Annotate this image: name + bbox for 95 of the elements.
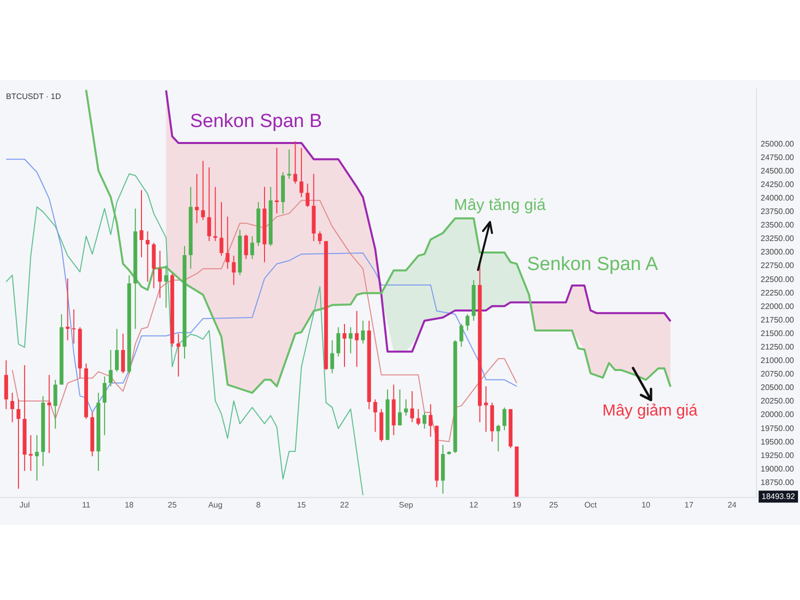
x-tick-label: Jul — [19, 500, 30, 510]
candlestick — [226, 216, 230, 270]
candlestick — [102, 376, 106, 436]
candlestick — [398, 389, 402, 426]
y-tick-label: 24000.00 — [760, 193, 795, 202]
x-tick-label: 24 — [728, 500, 738, 510]
y-tick-label: 24500.00 — [760, 166, 795, 176]
y-tick-label: 19750.00 — [760, 424, 795, 433]
candlestick — [330, 340, 334, 374]
x-tick-label: 25 — [549, 500, 559, 510]
candlestick — [466, 314, 470, 331]
y-tick-label: 22250.00 — [760, 288, 795, 298]
candlestick — [16, 398, 20, 490]
candlestick — [459, 323, 464, 348]
candlestick — [373, 398, 378, 432]
candlestick — [404, 398, 408, 416]
candlestick — [121, 333, 125, 374]
candlestick — [220, 202, 224, 256]
candlestick — [213, 186, 218, 242]
candlestick — [287, 148, 292, 180]
x-tick-label: Oct — [584, 500, 598, 510]
x-tick-label: 10 — [641, 500, 651, 510]
y-tick-label: 24250.00 — [760, 180, 795, 189]
candlestick — [361, 320, 365, 344]
candlestick — [53, 379, 58, 430]
candlestick — [306, 183, 310, 208]
series-label: Senkon Span B — [190, 111, 322, 132]
y-tick-label: 22750.00 — [760, 261, 795, 270]
y-tick-label: 24750.00 — [760, 152, 795, 162]
candlestick — [428, 404, 433, 438]
annotation: Mây giảm giá — [602, 402, 698, 420]
candlestick — [176, 333, 180, 378]
candlestick — [72, 308, 76, 344]
annotation: 18493.92 — [762, 492, 796, 501]
y-tick-label: 23750.00 — [760, 207, 795, 216]
y-tick-label: 25000.00 — [760, 139, 795, 148]
x-tick-label: Sep — [398, 500, 414, 510]
candlestick — [66, 278, 70, 341]
y-tick-label: 20750.00 — [760, 370, 795, 379]
candlestick — [108, 350, 113, 387]
candlestick — [410, 390, 414, 423]
candlestick — [140, 190, 144, 258]
y-tick-label: 21000.00 — [760, 356, 795, 366]
y-tick-label: 18750.00 — [760, 478, 795, 487]
y-tick-label: 21500.00 — [760, 328, 795, 338]
x-tick-label: 17 — [684, 500, 694, 510]
y-tick-label: 23000.00 — [760, 248, 795, 257]
y-tick-label: 21250.00 — [760, 342, 795, 352]
candlestick — [114, 328, 119, 372]
candlestick — [318, 230, 322, 245]
candlestick — [35, 434, 39, 482]
x-tick-label: 25 — [168, 500, 178, 510]
x-tick-label: 19 — [512, 500, 522, 510]
candlestick — [194, 173, 199, 224]
candlestick — [484, 386, 488, 432]
y-tick-label: 19000.00 — [760, 464, 795, 474]
candlestick — [354, 310, 359, 368]
candlestick — [293, 140, 298, 184]
candlestick — [146, 230, 150, 282]
y-tick-label: 23500.00 — [760, 220, 795, 230]
y-tick-label: 19500.00 — [760, 437, 795, 446]
y-tick-label: 20250.00 — [760, 396, 795, 406]
x-tick-label: Aug — [208, 500, 222, 510]
candlestick — [422, 412, 426, 430]
series-label: Senkon Span A — [527, 254, 658, 276]
candlestick — [47, 374, 52, 454]
candlestick — [244, 234, 248, 260]
candlestick — [348, 326, 353, 354]
x-tick-label: 15 — [296, 500, 306, 510]
candlestick — [336, 326, 340, 358]
x-tick-label: 11 — [82, 500, 91, 510]
text: BTCUSDT · 1D — [6, 92, 62, 102]
candlestick — [250, 236, 254, 260]
candlestick — [164, 264, 168, 308]
candlestick — [232, 255, 236, 286]
y-tick-label: 22500.00 — [760, 274, 795, 284]
y-tick-label: 19250.00 — [760, 450, 795, 460]
candlestick — [300, 147, 304, 198]
candlestick — [10, 392, 14, 423]
candlestick — [207, 166, 212, 242]
x-tick-label: 8 — [256, 500, 262, 510]
y-tick-label: 20000.00 — [760, 410, 795, 420]
y-tick-label: 23250.00 — [760, 234, 795, 244]
x-tick-label: 22 — [340, 500, 350, 510]
candlestick — [342, 323, 346, 368]
y-tick-label: 20500.00 — [760, 383, 795, 392]
x-tick-label: 12 — [469, 500, 479, 510]
candlestick — [158, 250, 162, 298]
y-tick-label: 22000.00 — [760, 302, 795, 311]
candlestick — [201, 160, 205, 220]
annotation: Mây tăng giá — [454, 196, 546, 214]
candlestick — [496, 424, 500, 452]
candlestick — [502, 406, 506, 431]
y-tick-label: 21750.00 — [760, 315, 795, 324]
x-tick-label: 18 — [124, 500, 134, 510]
